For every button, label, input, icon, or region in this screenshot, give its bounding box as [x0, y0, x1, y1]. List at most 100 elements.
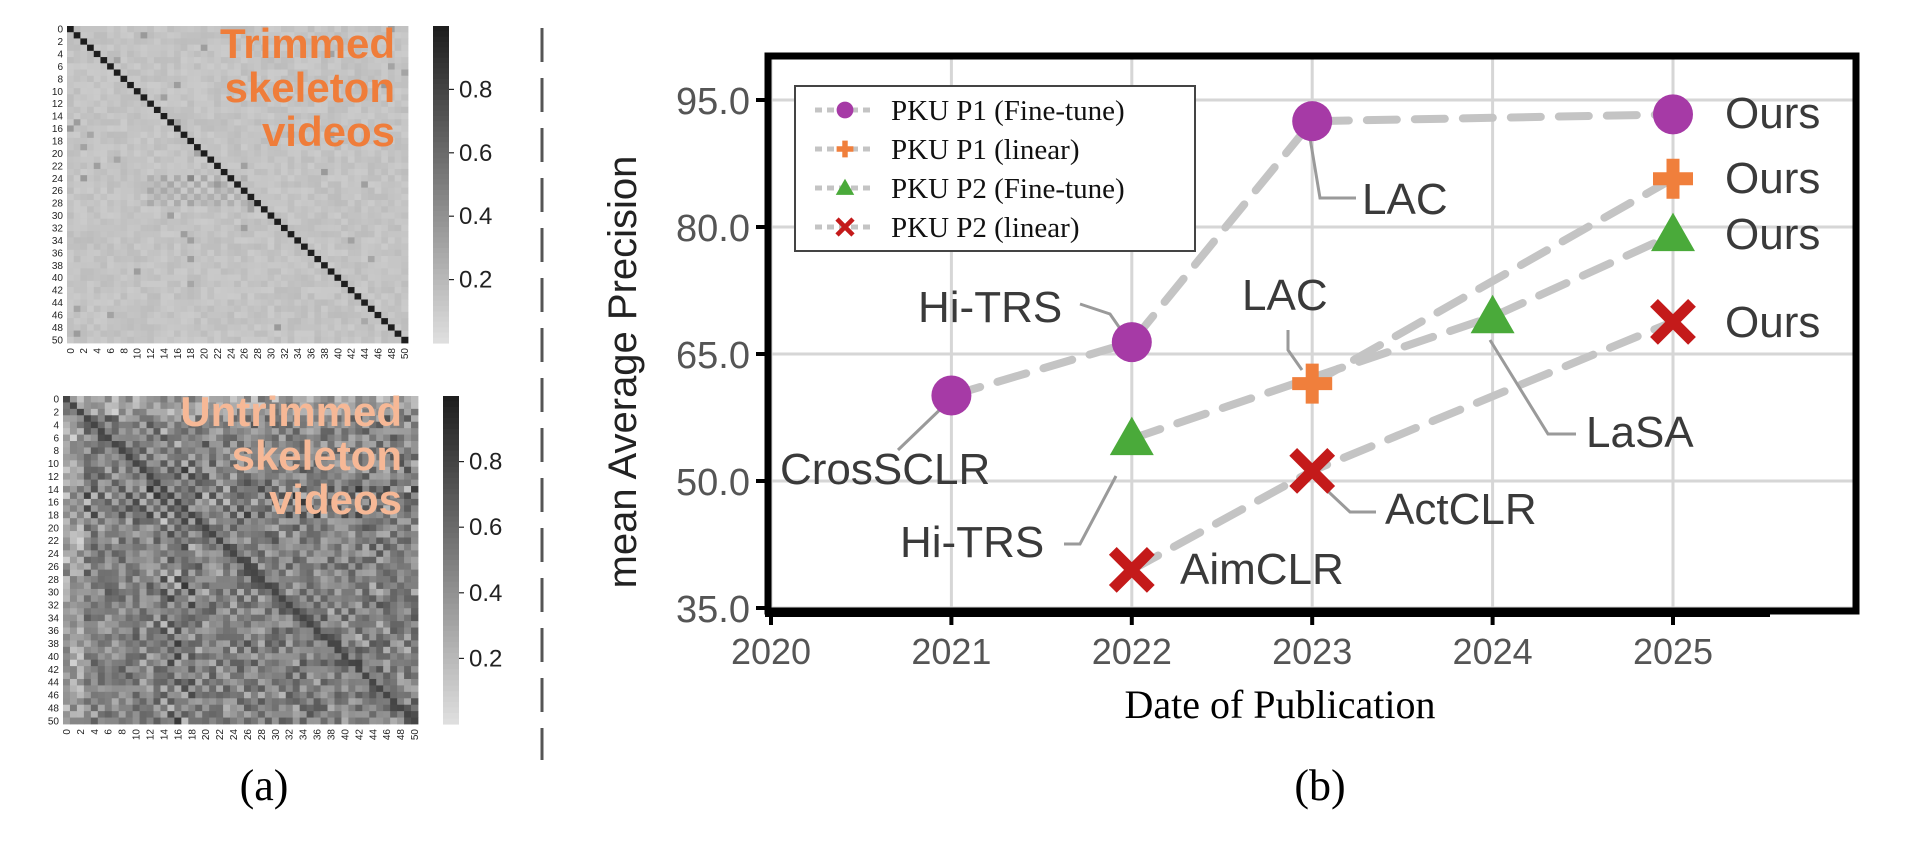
heatmap-cell — [194, 150, 202, 157]
heatmap-cell — [139, 518, 147, 526]
heatmap-cell — [67, 75, 75, 83]
heatmap-cell — [367, 156, 375, 164]
heatmap-cell — [347, 94, 355, 101]
heatmap-cell — [63, 588, 71, 596]
heatmap-cell — [187, 63, 195, 70]
heatmap-cell — [374, 50, 382, 58]
heatmap-cell — [90, 595, 99, 603]
heatmap-cell — [146, 498, 154, 506]
heatmap-cell — [93, 26, 101, 33]
heatmap-cell — [278, 473, 287, 481]
heatmap-cell — [267, 131, 275, 139]
heatmap-cell — [381, 131, 389, 139]
heatmap-cell — [247, 100, 255, 108]
heatmap-cell — [306, 563, 314, 571]
heatmap-cell — [292, 608, 301, 616]
heatmap-cell — [292, 537, 301, 545]
heatmap-cell — [76, 576, 85, 583]
heatmap-cell — [397, 666, 405, 673]
heatmap-cell — [411, 441, 419, 448]
heatmap-cell — [334, 543, 342, 551]
heatmap-cell — [260, 287, 268, 294]
heatmap-cell — [362, 428, 370, 435]
heatmap-cell — [257, 460, 266, 468]
heatmap-cell — [80, 293, 88, 300]
heatmap-cell — [347, 150, 355, 157]
heatmap-cell — [280, 206, 289, 213]
heatmap-cell — [147, 81, 155, 89]
heatmap-cell — [111, 498, 120, 506]
heatmap-cell — [227, 249, 235, 257]
heatmap-cell — [125, 492, 134, 500]
heatmap-cell — [294, 119, 302, 126]
heatmap-cell — [294, 175, 302, 182]
heatmap-cell — [146, 678, 154, 686]
heatmap-cell — [292, 588, 301, 596]
heatmap-cell — [107, 299, 115, 307]
heatmap-cell — [327, 274, 335, 282]
heatmap-cell — [390, 396, 398, 403]
heatmap-cell — [125, 537, 134, 545]
heatmap-cell — [187, 324, 195, 331]
heatmap-cell — [90, 582, 99, 590]
heatmap-cell — [381, 262, 389, 269]
heatmap-cell — [202, 441, 210, 448]
heatmap-cell — [306, 633, 314, 641]
heatmap-cell — [240, 249, 248, 257]
heatmap-cell — [174, 601, 182, 609]
heatmap-cell — [67, 81, 75, 89]
heatmap-cell — [320, 396, 328, 403]
heatmap-cell — [354, 187, 362, 195]
heatmap-cell — [153, 262, 162, 269]
heatmap-cell — [209, 653, 217, 661]
heatmap-cell — [394, 75, 402, 83]
heatmap-cell — [394, 324, 402, 331]
heatmap-cell — [139, 627, 147, 635]
heatmap-cell — [140, 336, 148, 344]
heatmap-cell — [401, 249, 409, 257]
heatmap-cell — [160, 212, 168, 220]
heatmap-cell — [278, 511, 287, 519]
heatmap-cell — [341, 543, 349, 551]
heatmap-cell — [230, 486, 238, 493]
heatmap-cell — [243, 576, 252, 583]
heatmap-cell — [347, 69, 355, 77]
heatmap-cell — [374, 88, 382, 95]
heatmap-cell — [69, 608, 78, 616]
heatmap-cell — [267, 330, 275, 338]
heatmap-cell — [314, 193, 322, 201]
heatmap-cell — [334, 324, 342, 331]
heatmap-cell — [250, 569, 259, 577]
heatmap-cell — [139, 492, 147, 500]
heatmap-cell — [160, 486, 168, 493]
heatmap-cell — [271, 646, 280, 654]
heatmap-cell — [160, 299, 168, 307]
heatmap-cell — [240, 69, 248, 77]
heatmap-cell — [230, 653, 238, 661]
heatmap-cell — [107, 249, 115, 257]
heatmap-cell — [394, 299, 402, 307]
heatmap-cell — [113, 131, 121, 139]
heatmap-cell — [125, 633, 134, 641]
heatmap-cell — [355, 479, 363, 487]
heatmap-cell — [267, 249, 275, 257]
heatmap-cell — [369, 505, 377, 513]
heatmap-cell — [181, 402, 189, 410]
heatmap-cell — [207, 212, 215, 220]
heatmap-cell — [73, 187, 81, 195]
heatmap-cell — [367, 26, 375, 33]
heatmap-cell — [97, 511, 106, 519]
heatmap-cell — [341, 556, 349, 564]
heatmap-cell — [187, 175, 195, 182]
heatmap-cell — [69, 492, 78, 500]
heatmap-cell — [292, 621, 301, 628]
x-tick-label: 42 — [347, 348, 358, 360]
heatmap-cell — [237, 666, 245, 673]
heatmap-cell — [285, 608, 294, 616]
heatmap-cell — [174, 453, 182, 461]
heatmap-cell — [354, 293, 362, 300]
heatmap-cell — [257, 595, 266, 603]
heatmap-cell — [118, 640, 127, 648]
heatmap-cell — [83, 595, 92, 603]
heatmap-cell — [381, 63, 389, 70]
